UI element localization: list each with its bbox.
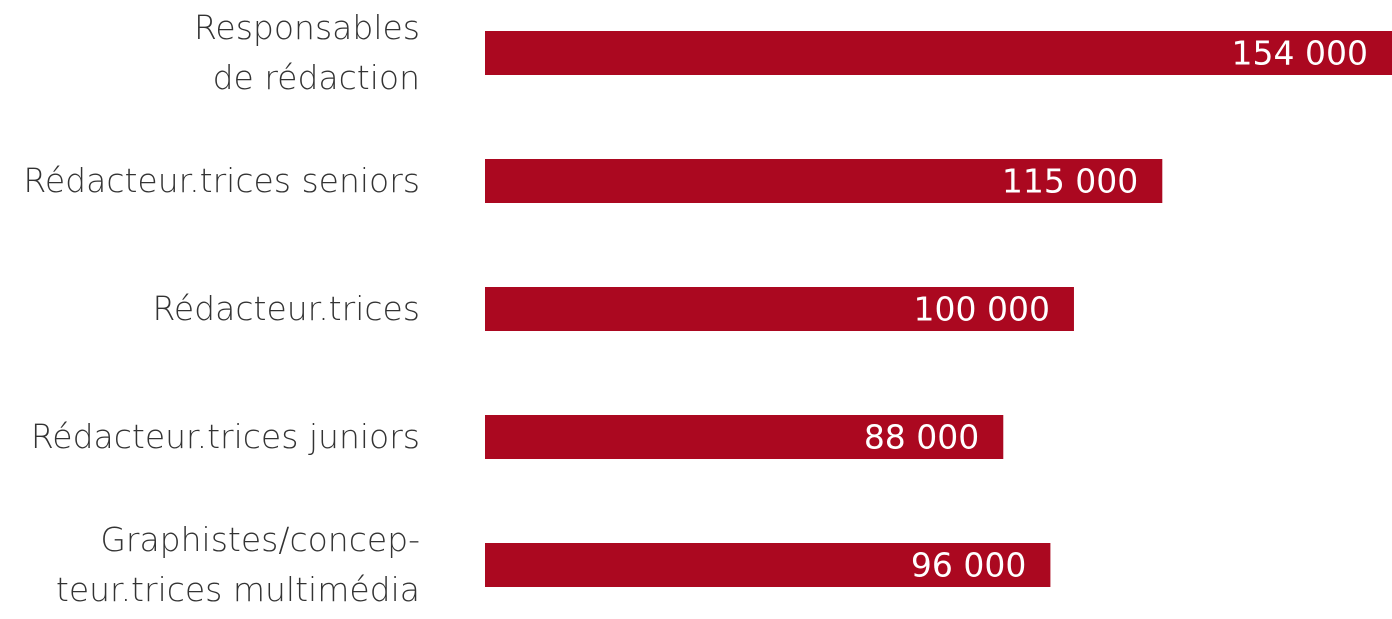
value-label: 88 000 <box>864 418 979 457</box>
bar <box>485 159 1163 203</box>
category-label: Rédacteur.trices juniors <box>30 417 420 456</box>
value-label: 100 000 <box>913 290 1049 329</box>
bar <box>485 415 1004 459</box>
category-label: Responsables de rédaction <box>193 8 420 97</box>
bar <box>485 543 1051 587</box>
value-label: 96 000 <box>911 546 1026 585</box>
category-label: Graphistes/concep- teur.trices multimédi… <box>55 520 420 609</box>
category-label: Rédacteur.trices seniors <box>23 161 420 200</box>
bar <box>485 31 1392 75</box>
category-label: Rédacteur.trices <box>152 289 420 328</box>
bar <box>485 287 1074 331</box>
value-label: 154 000 <box>1232 34 1368 73</box>
value-label: 115 000 <box>1002 162 1138 201</box>
